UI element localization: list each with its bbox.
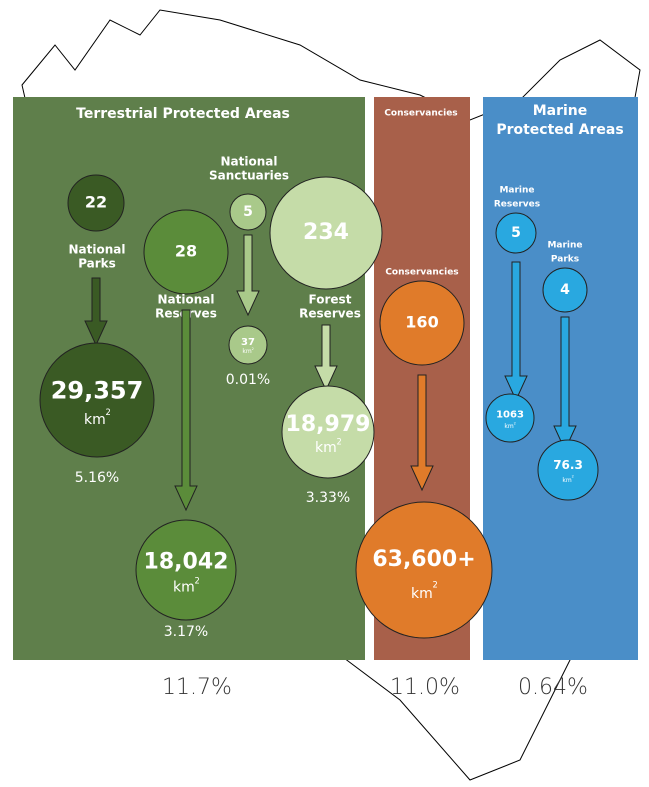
area-circle	[135, 519, 237, 621]
share: 5.16%	[75, 470, 119, 486]
group-label: National	[221, 155, 278, 169]
count: 5	[243, 204, 253, 220]
count: 4	[560, 282, 570, 298]
panel-title: Protected Areas	[496, 122, 623, 138]
area-circle	[537, 439, 599, 501]
group-label: Conservancies	[385, 268, 458, 278]
area-unit: km	[242, 348, 251, 355]
panel-title: Terrestrial Protected Areas	[76, 106, 290, 122]
arrow	[410, 374, 434, 492]
area-unit-power: 2	[252, 347, 254, 351]
area-unit-power: 2	[433, 579, 438, 589]
count-circle	[269, 176, 383, 290]
area-unit-power: 2	[572, 475, 574, 479]
share: 3.33%	[306, 490, 350, 506]
area-circle	[228, 325, 268, 365]
arrow	[236, 234, 260, 317]
arrow	[504, 261, 528, 402]
area-unit-power: 2	[106, 407, 111, 417]
area: 18,042	[144, 550, 229, 575]
area-circle	[355, 501, 493, 639]
group-label: Marine	[547, 241, 582, 251]
area-unit-power: 2	[514, 421, 516, 425]
count: 28	[175, 242, 197, 261]
area-unit: km	[173, 580, 195, 596]
count-circle	[495, 212, 537, 254]
group-label: Forest	[309, 293, 352, 307]
arrow	[553, 316, 577, 452]
group-label: National	[158, 293, 215, 307]
arrow	[314, 324, 338, 392]
group-label: Sanctuaries	[209, 169, 289, 183]
arrow	[84, 277, 108, 347]
panel-total: 11.7%	[162, 675, 232, 700]
panel-total: 0.64%	[518, 675, 588, 700]
group-label: Marine	[499, 186, 534, 196]
count-circle	[67, 174, 125, 232]
group-label: Reserves	[299, 307, 361, 321]
arrow	[174, 309, 198, 512]
count-circle	[143, 209, 229, 295]
area-circle	[485, 393, 535, 443]
area-unit-power: 2	[195, 576, 200, 586]
area-circle	[39, 342, 155, 458]
count: 22	[85, 193, 107, 212]
count-circle	[229, 193, 267, 231]
area: 18,979	[286, 412, 371, 437]
area: 76.3	[553, 458, 583, 472]
share: 0.01%	[226, 372, 270, 388]
group-label: Parks	[551, 255, 579, 265]
group-label: National	[69, 243, 126, 257]
area: 1063	[496, 409, 524, 420]
panel-title: Conservancies	[384, 109, 457, 119]
count: 160	[405, 313, 438, 332]
area-circle	[281, 385, 375, 479]
panel-total: 11.0%	[390, 675, 460, 700]
group-label: Reserves	[494, 200, 540, 210]
area: 37	[241, 337, 255, 348]
area-unit: km	[315, 440, 337, 456]
panel-title: Marine	[533, 103, 588, 119]
area: 63,600+	[372, 547, 475, 572]
area-unit-power: 2	[337, 437, 342, 447]
area: 29,357	[51, 376, 144, 404]
count-circle	[542, 267, 588, 313]
area-unit: km	[411, 586, 433, 602]
area-unit: km	[84, 412, 106, 428]
count-circle	[379, 280, 465, 366]
count: 234	[303, 220, 349, 245]
count: 5	[511, 225, 521, 241]
group-label: Parks	[78, 257, 116, 271]
area-unit: km	[504, 423, 513, 430]
share: 3.17%	[164, 624, 208, 640]
area-unit: km	[562, 477, 571, 484]
